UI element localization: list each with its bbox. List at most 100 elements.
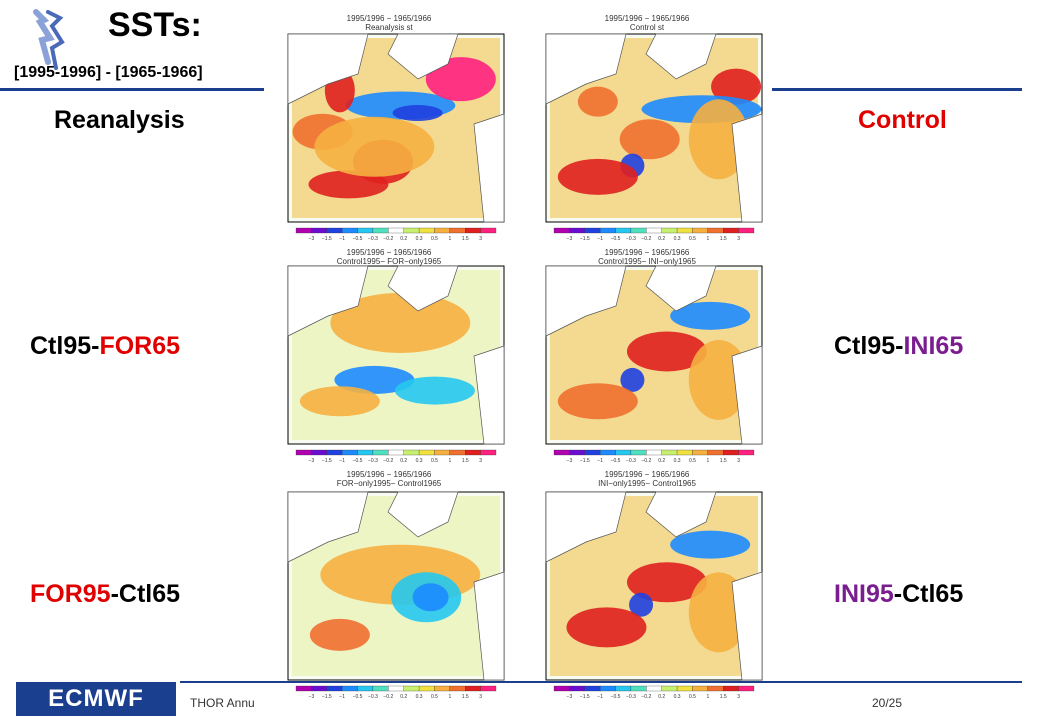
colorbar-swatch	[326, 685, 343, 692]
colorbar-swatch	[465, 685, 481, 692]
colorbar-tick: 1	[448, 458, 451, 464]
colorbar-tick: 0.5	[689, 458, 696, 464]
colorbar-swatch	[326, 449, 343, 456]
colorbar-swatch	[418, 449, 435, 456]
colorbar-tick: 0.3	[674, 236, 681, 242]
colorbar-swatch	[646, 227, 662, 234]
map-panel-for95-ctl65: 1995/1996 − 1965/1966 FOR−only1995− Cont…	[264, 470, 514, 720]
colorbar-tick: 0.5	[689, 236, 696, 242]
colorbar-tick: 0.2	[400, 236, 407, 242]
colorbar-tick: 1.5	[462, 458, 469, 464]
colorbar-swatch	[553, 685, 570, 692]
colorbar-swatch	[480, 227, 497, 234]
sst-map: −3 −1.5 −1 −0.5 −0.3 −0.2 0.2 0.3 0.5 1 1.5 3	[545, 491, 763, 700]
colorbar-swatch	[676, 227, 693, 234]
colorbar-swatch	[661, 227, 678, 234]
colorbar-swatch	[418, 685, 435, 692]
colorbar-swatch	[707, 449, 724, 456]
colorbar-swatch	[372, 227, 389, 234]
colorbar-swatch	[584, 449, 601, 456]
colorbar-tick: 3	[737, 458, 740, 464]
label-control: Control	[858, 106, 947, 134]
colorbar-swatch	[738, 227, 755, 234]
colorbar-tick: 1	[706, 236, 709, 242]
map-panel-ctl95-ini65: 1995/1996 − 1965/1966 Control1995− INI−o…	[522, 244, 772, 484]
label-ini95-ctl65: INI95-Ctl65	[834, 580, 963, 609]
label-part-highlight: INI95	[834, 580, 894, 608]
colorbar-swatch	[357, 449, 374, 456]
colorbar-swatch	[357, 227, 374, 234]
colorbar-tick: 0.3	[416, 694, 423, 700]
colorbar-tick: −1.5	[322, 236, 332, 242]
colorbar-swatch	[342, 449, 358, 456]
colorbar-swatch	[388, 227, 404, 234]
colorbar-tick: 1.5	[462, 694, 469, 700]
colorbar-swatch	[723, 449, 739, 456]
colorbar-tick: 0.5	[431, 236, 438, 242]
colorbar-swatch	[372, 685, 389, 692]
colorbar-tick: 1	[448, 236, 451, 242]
colorbar-tick: −0.3	[626, 458, 636, 464]
colorbar-tick: −1	[339, 458, 345, 464]
colorbar-tick: −0.3	[368, 236, 378, 242]
colorbar-tick: 3	[737, 236, 740, 242]
colorbar-swatch	[372, 449, 389, 456]
map-title-line2: Control1995− FOR−only1965	[336, 257, 442, 266]
colorbar-swatch	[311, 449, 327, 456]
header-rule-right	[770, 88, 1022, 91]
label-part: -Ctl65	[110, 580, 181, 608]
colorbar-tick: 0.3	[416, 458, 423, 464]
map-panel-ctl95-for65: 1995/1996 − 1965/1966 Control1995− FOR−o…	[264, 244, 514, 484]
colorbar-tick: 0.2	[658, 236, 665, 242]
colorbar-swatch	[418, 227, 435, 234]
colorbar-swatch	[388, 449, 404, 456]
colorbar-tick: −0.5	[611, 458, 621, 464]
ecmwf-logo: ECMWF	[16, 682, 176, 716]
colorbar-tick: −0.2	[641, 236, 651, 242]
colorbar-swatch	[403, 449, 420, 456]
map-title-line2: Reanalysis st	[365, 23, 413, 32]
colorbar-tick: −0.5	[353, 236, 363, 242]
label-part-highlight: FOR65	[99, 332, 181, 360]
colorbar-tick: −0.2	[383, 458, 393, 464]
colorbar-swatch	[615, 227, 632, 234]
colorbar-tick: −1.5	[322, 458, 332, 464]
map-panel-control: 1995/1996 − 1965/1966 Control st −3 −1.5−…	[522, 12, 772, 262]
label-ctl95-ini65: Ctl95-INI65	[834, 332, 963, 361]
map-title-line1: 1995/1996 − 1965/1966	[604, 470, 690, 479]
colorbar-tick: 3	[737, 694, 740, 700]
colorbar-swatch	[480, 685, 497, 692]
colorbar-swatch	[692, 685, 708, 692]
map-title-line1: 1995/1996 − 1965/1966	[604, 248, 690, 257]
colorbar-tick: −0.3	[626, 236, 636, 242]
colorbar-swatch	[326, 227, 343, 234]
colorbar-swatch	[295, 685, 312, 692]
colorbar-swatch	[357, 685, 374, 692]
colorbar-tick: −0.3	[368, 458, 378, 464]
colorbar-swatch	[295, 227, 312, 234]
colorbar-swatch	[569, 449, 585, 456]
map-title-line1: 1995/1996 − 1965/1966	[346, 14, 432, 23]
colorbar-swatch	[465, 449, 481, 456]
colorbar-tick: 1.5	[462, 236, 469, 242]
colorbar-tick: 0.3	[674, 694, 681, 700]
colorbar-swatch	[403, 227, 420, 234]
colorbar-tick: −1	[597, 458, 603, 464]
label-part-highlight: INI65	[903, 332, 964, 360]
colorbar-tick: 0.2	[400, 694, 407, 700]
colorbar-swatch	[707, 685, 724, 692]
colorbar-tick: −0.3	[626, 694, 636, 700]
page-title: SSTs:	[108, 6, 202, 44]
colorbar-swatch	[615, 449, 632, 456]
colorbar-tick: 1	[448, 694, 451, 700]
map-title-line2: INI−only1995− Control1965	[598, 479, 696, 488]
colorbar-swatch	[676, 449, 693, 456]
colorbar-swatch	[661, 685, 678, 692]
map-title-line2: Control st	[629, 23, 665, 32]
colorbar-tick: 0.2	[658, 694, 665, 700]
colorbar-tick: 1.5	[720, 458, 727, 464]
label-part: Ctl95-	[834, 332, 904, 360]
page-subtitle: [1995-1996] - [1965-1966]	[14, 64, 203, 81]
footer-text: THOR Annu	[190, 696, 255, 710]
colorbar-swatch	[553, 227, 570, 234]
